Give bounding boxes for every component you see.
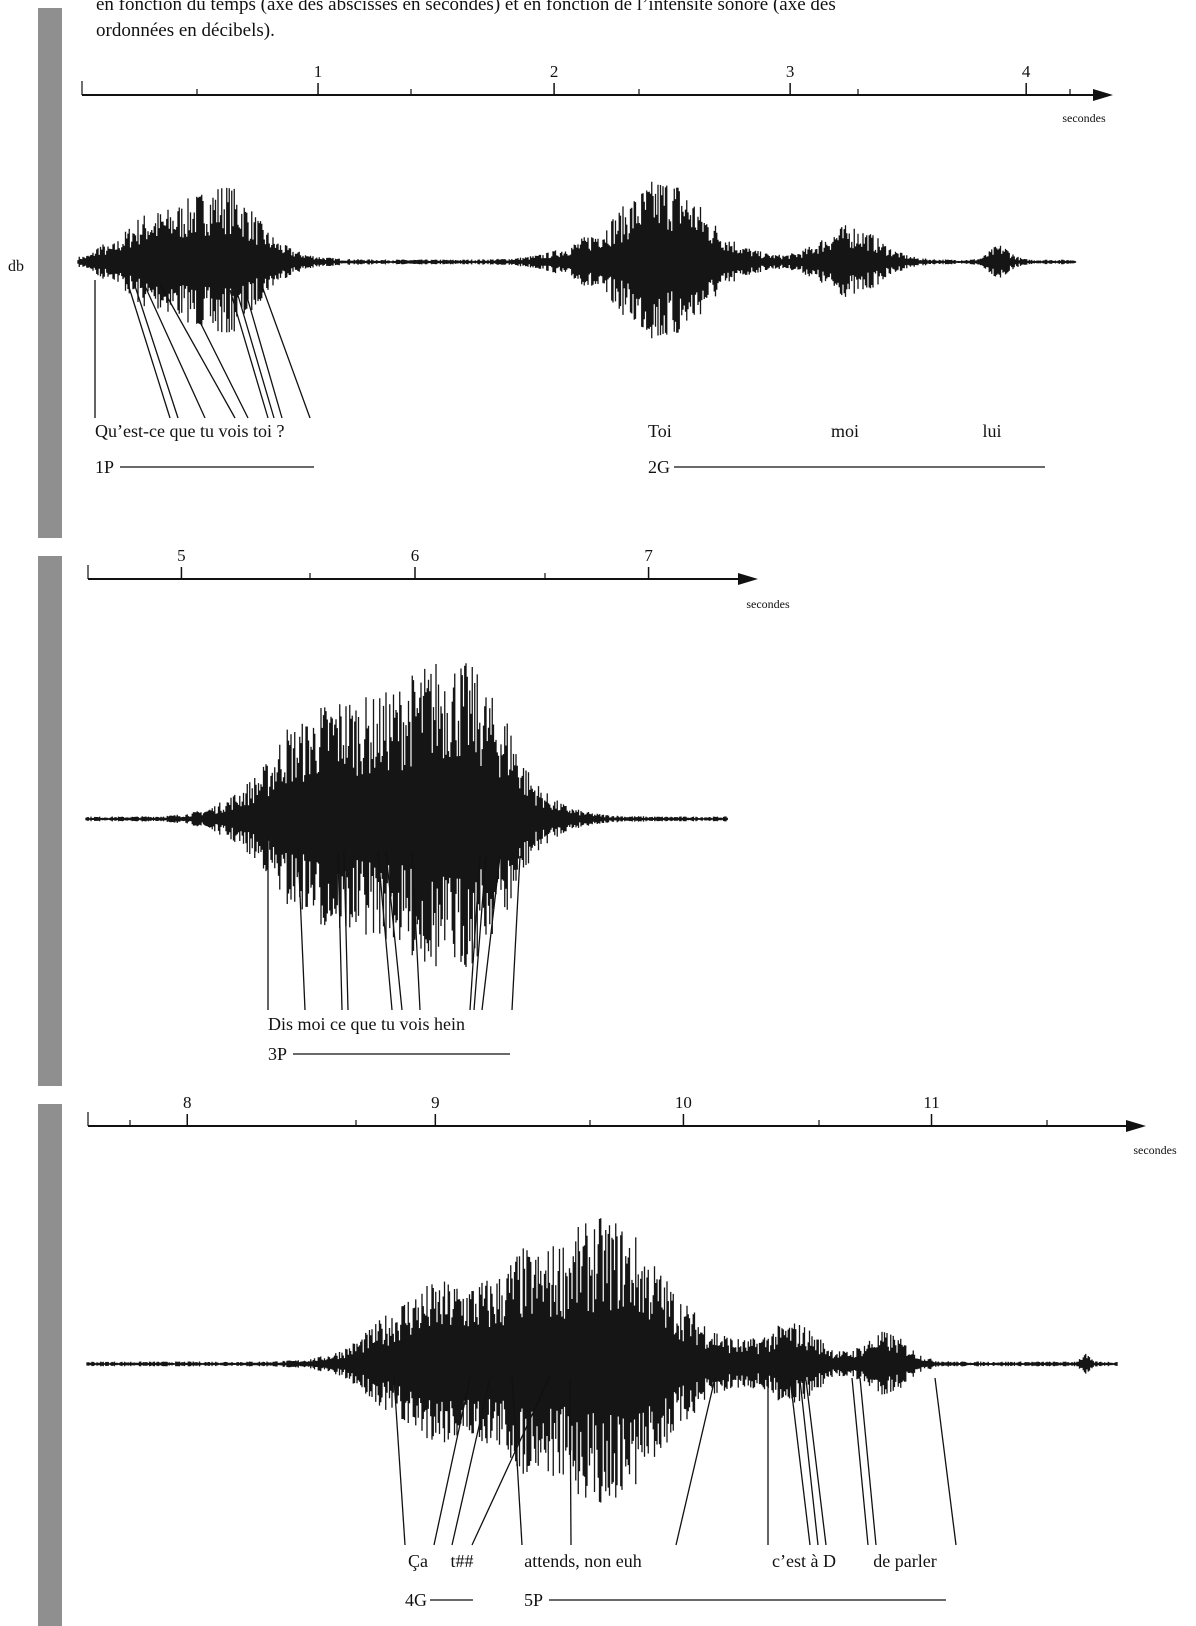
word-connector-line (377, 851, 393, 1011)
x-tick-label: 10 (675, 1093, 692, 1112)
word-connector-line (473, 855, 487, 1011)
word-connector-line (789, 1377, 811, 1546)
speaker-label: 3P (268, 1044, 287, 1064)
word-connector-line (297, 847, 306, 1011)
x-tick-label: 3 (786, 62, 795, 81)
intro-line-2: ordonnées en décibels). (96, 20, 275, 41)
transcription-text: t## (450, 1551, 473, 1571)
word-connector-line (451, 1377, 491, 1546)
word-connector-line (851, 1377, 869, 1546)
word-connector-line (127, 283, 171, 419)
word-connector-line (859, 1377, 877, 1546)
transcription-text: moi (831, 421, 859, 441)
x-tick-label: 2 (550, 62, 559, 81)
word-connector-line (385, 851, 403, 1011)
word-connector-line (144, 285, 206, 419)
transcription-text: attends, non euh (524, 1551, 641, 1571)
x-tick-label: 9 (431, 1093, 440, 1112)
transcription-text: lui (982, 421, 1001, 441)
word-connector-line (799, 1379, 819, 1546)
transcription-text: Dis moi ce que tu vois hein (268, 1014, 465, 1034)
word-connector-line (511, 855, 521, 1011)
panel-1: 1 2 3 4 secondes Qu’est-ce que tu vois toi ? T… (77, 62, 1113, 477)
x-axis-title: secondes (746, 597, 790, 611)
word-connector-line (244, 289, 283, 419)
word-connector-line (229, 289, 269, 419)
x-tick-label: 4 (1022, 62, 1031, 81)
waveform-series (86, 1218, 1118, 1503)
x-tick-label: 11 (923, 1093, 939, 1112)
transcription-text: Qu’est-ce que tu vois toi ? (95, 421, 284, 441)
transcription-text: Ça (408, 1551, 428, 1571)
transcription-text: de parler (873, 1551, 936, 1571)
word-connector-line (934, 1377, 957, 1546)
intro-line-1: en fonction du temps (axe des abscisses … (96, 0, 836, 15)
x-tick-label: 8 (183, 1093, 192, 1112)
word-connector-line (469, 855, 481, 1011)
waveform-series (85, 663, 728, 967)
speaker-label: 5P (524, 1590, 543, 1610)
word-connector-line (471, 1375, 551, 1546)
y-axis-label: db (8, 258, 24, 275)
db-scale-strip-1 (38, 8, 62, 538)
panel-3: 8 9 10 11 secondes Ça t## attends, non euh c’est… (86, 1093, 1177, 1610)
x-tick-label: 5 (177, 546, 186, 565)
waveform-series (77, 181, 1077, 339)
db-scale-strip-2 (38, 556, 62, 1086)
x-tick-label: 1 (314, 62, 323, 81)
word-connector-line (236, 291, 275, 419)
word-connector-line (411, 851, 421, 1011)
word-connector-line (481, 855, 501, 1011)
intro-text: en fonction du temps (axe des abscisses … (96, 0, 1186, 44)
speaker-label: 2G (648, 457, 670, 477)
speaker-label: 4G (405, 1590, 427, 1610)
word-connector-line (675, 1377, 716, 1546)
word-connector-line (569, 1379, 572, 1546)
word-connector-line (511, 1375, 523, 1546)
x-axis-title: secondes (1062, 111, 1106, 125)
word-connector-line (199, 321, 249, 419)
word-connector-line (343, 851, 349, 1011)
word-connector-line (393, 1377, 406, 1546)
db-scale-strip-3 (38, 1104, 62, 1626)
x-axis-arrowhead (1093, 89, 1113, 101)
word-connector-line (433, 1377, 471, 1546)
word-connector-line (134, 285, 179, 419)
transcription-text: Toi (648, 421, 672, 441)
word-connector-line (159, 283, 236, 419)
x-tick-label: 6 (411, 546, 420, 565)
x-axis-title: secondes (1133, 1143, 1177, 1157)
word-connector-line (261, 285, 311, 419)
word-connector-line (337, 851, 343, 1011)
panel-2: 5 6 7 secondes Dis moi ce que tu vois hein 3P (85, 546, 790, 1064)
x-tick-label: 7 (644, 546, 653, 565)
word-connector-line (805, 1379, 827, 1546)
x-axis-arrowhead (1126, 1120, 1146, 1132)
speaker-label: 1P (95, 457, 114, 477)
x-axis-arrowhead (738, 573, 758, 585)
transcription-text: c’est à D (772, 1551, 836, 1571)
